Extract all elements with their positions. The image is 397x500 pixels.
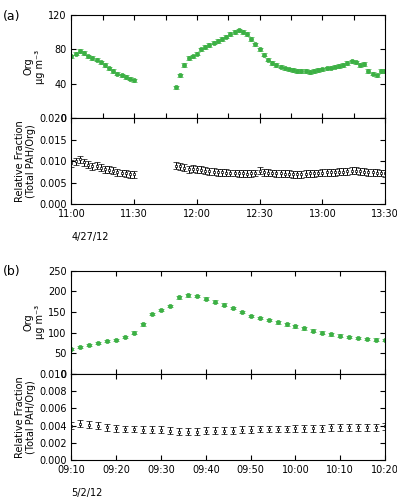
Y-axis label: Org
μg m⁻³: Org μg m⁻³	[23, 305, 45, 340]
Text: (a): (a)	[2, 10, 20, 23]
Text: (b): (b)	[2, 266, 20, 278]
Text: 5/2/12: 5/2/12	[71, 488, 103, 498]
Y-axis label: Relative Fraction
(Total PAH/Org): Relative Fraction (Total PAH/Org)	[15, 376, 36, 458]
Y-axis label: Relative Fraction
(Total PAH/Org): Relative Fraction (Total PAH/Org)	[15, 120, 36, 202]
Text: 4/27/12: 4/27/12	[71, 232, 109, 242]
Y-axis label: Org
μg m⁻³: Org μg m⁻³	[24, 50, 45, 84]
